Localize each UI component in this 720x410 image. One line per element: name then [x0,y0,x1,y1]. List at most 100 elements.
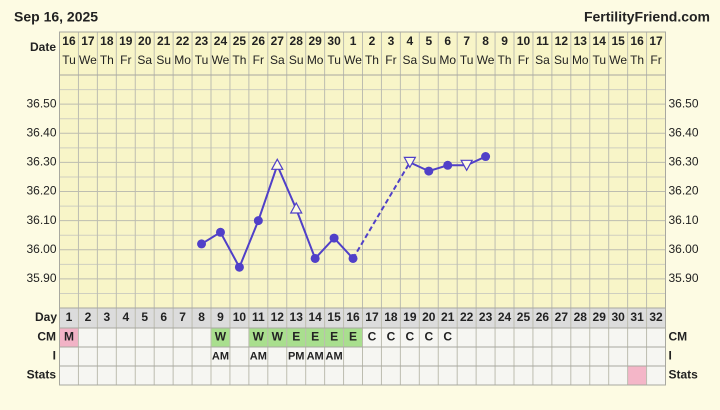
cm-entry: E [292,330,300,344]
cycle-day: 3 [104,310,111,324]
date-label: 21 [157,34,171,48]
y-tick-label: 36.10 [26,213,56,227]
weekday-label: We [344,53,362,67]
cm-cell-bg [286,328,306,347]
date-label: 27 [271,34,285,48]
cycle-day: 15 [327,310,341,324]
weekday-label: Th [498,53,512,67]
y-tick-label-right: 36.50 [669,96,699,110]
cm-entry: C [368,330,377,344]
temp-marker [289,201,303,214]
date-label: 24 [214,34,228,48]
weekday-label: Sa [535,53,550,67]
date-label: 17 [649,34,663,48]
y-tick-label-right: 36.40 [669,125,699,139]
cycle-day: 21 [441,310,455,324]
date-label: 22 [176,34,190,48]
cycle-day: 4 [122,310,129,324]
weekday-label: Th [232,53,246,67]
cycle-day: 5 [141,310,148,324]
cm-entry: E [330,330,338,344]
cm-entry: C [406,330,415,344]
cycle-day: 24 [498,310,512,324]
cycle-day: 12 [271,310,285,324]
grid-border [59,31,666,386]
y-tick-label: 36.40 [26,125,56,139]
weekday-label: Tu [327,53,341,67]
y-tick-label: 36.00 [26,242,56,256]
cm-entry: C [424,330,433,344]
cycle-day: 18 [384,310,398,324]
cycle-day: 20 [422,310,436,324]
date-label: 25 [233,34,247,48]
cm-cell-bg [324,328,344,347]
date-label: 23 [195,34,209,48]
cycle-day: 9 [217,310,224,324]
date-label: 9 [501,34,508,48]
intercourse-entry: AM [307,350,324,362]
cycle-day: 27 [555,310,569,324]
chart-date: Sep 16, 2025 [14,9,98,25]
date-label: 16 [630,34,644,48]
weekday-label: Sa [137,53,152,67]
weekday-label: Mo [174,53,191,67]
weekday-label: Tu [460,53,474,67]
date-label: 6 [444,34,451,48]
weekday-label: We [212,53,230,67]
date-label: 20 [138,34,152,48]
row-label-right: Stats [669,368,699,382]
cm-cell-bg [59,328,79,347]
weekday-label: Fr [385,53,396,67]
cycle-day: 19 [403,310,417,324]
date-label: 10 [517,34,531,48]
y-tick-label-right: 36.20 [669,184,699,198]
cycle-day: 32 [649,310,663,324]
date-label: 17 [81,34,95,48]
cm-cell-bg [305,328,325,347]
weekday-label: Su [289,53,304,67]
row-label-right: CM [669,330,688,344]
temp-marker [270,158,284,170]
date-label: 3 [388,34,395,48]
cm-entry: C [443,330,452,344]
weekday-label: Tu [195,53,209,67]
weekday-label: We [79,53,97,67]
temp-marker [329,233,339,243]
cm-entry: E [349,330,357,344]
date-label: 1 [350,34,357,48]
cycle-day: 22 [460,310,474,324]
date-label: 16 [62,34,76,48]
temp-marker [348,253,358,263]
y-tick-label: 36.20 [26,184,56,198]
weekday-label: Su [554,53,569,67]
cycle-day: 10 [233,310,247,324]
intercourse-entry: AM [326,350,343,362]
weekday-label: Mo [439,53,456,67]
stats-cell-bg [627,366,647,385]
date-label: 2 [369,34,376,48]
weekday-label: Mo [307,53,324,67]
temp-marker [197,239,207,249]
date-label: 5 [425,34,432,48]
cycle-day: 17 [365,310,379,324]
cm-cell-bg [343,328,363,347]
row-label-right: I [669,349,672,363]
row-label: CM [37,330,56,344]
date-label: 4 [407,34,414,48]
cm-entry: M [64,330,74,344]
temp-marker [443,160,453,170]
y-tick-label: 36.30 [26,155,56,169]
y-tick-label-right: 36.00 [669,242,699,256]
date-label: 8 [482,34,489,48]
cm-entry: W [215,330,227,344]
date-label: 13 [574,34,588,48]
temp-marker [310,253,320,263]
y-tick-label-right: 35.90 [669,271,699,285]
date-label: 12 [555,34,569,48]
weekday-label: Th [365,53,379,67]
cm-cell-bg [248,328,268,347]
weekday-label: Fr [650,53,661,67]
weekday-label: Fr [518,53,529,67]
cycle-day: 6 [160,310,167,324]
